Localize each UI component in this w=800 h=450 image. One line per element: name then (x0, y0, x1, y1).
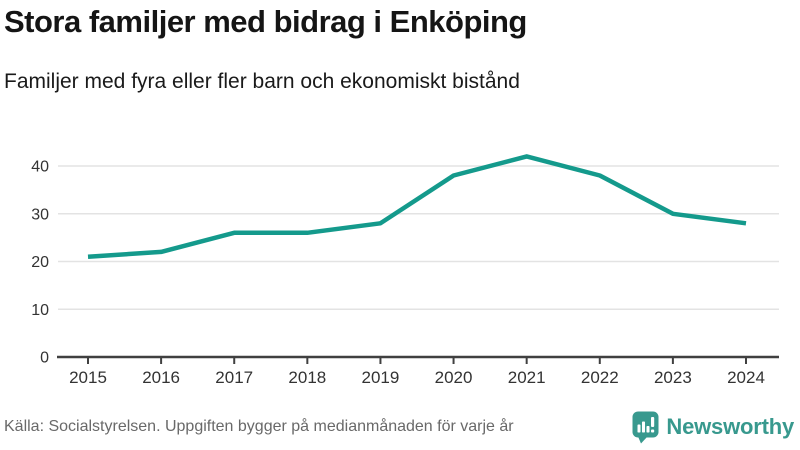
chart-footer: Källa: Socialstyrelsen. Uppgiften bygger… (4, 407, 794, 447)
x-tick-label: 2016 (142, 368, 180, 387)
x-tick-label: 2021 (508, 368, 546, 387)
y-tick-label: 10 (31, 302, 49, 319)
chart-title: Stora familjer med bidrag i Enköping (4, 4, 527, 39)
line-chart: 0 10 20 30 40 2015 2016 2017 2018 2019 2020 2021 202… (31, 154, 779, 387)
x-tick-label: 2018 (288, 368, 326, 387)
y-tick-label: 40 (31, 159, 49, 176)
x-tick-label: 2023 (654, 368, 692, 387)
newsworthy-logo-text: Newsworthy (666, 414, 794, 439)
x-tick-label: 2019 (362, 368, 400, 387)
bar-chart-speech-bubble-icon (632, 411, 659, 443)
newsworthy-logo: Newsworthy (632, 411, 794, 444)
x-tick-label: 2017 (215, 368, 253, 387)
x-tick-label: 2015 (69, 368, 107, 387)
chart-subtitle: Familjer med fyra eller fler barn och ek… (4, 70, 520, 93)
x-tick-label: 2024 (727, 368, 765, 387)
y-tick-label: 20 (31, 254, 49, 271)
y-tick-label: 0 (40, 350, 49, 367)
x-tick-label: 2020 (435, 368, 473, 387)
source-note: Källa: Socialstyrelsen. Uppgiften bygger… (4, 418, 514, 435)
x-tick-label: 2022 (581, 368, 619, 387)
y-tick-label: 30 (31, 206, 49, 223)
data-line (87, 154, 747, 259)
